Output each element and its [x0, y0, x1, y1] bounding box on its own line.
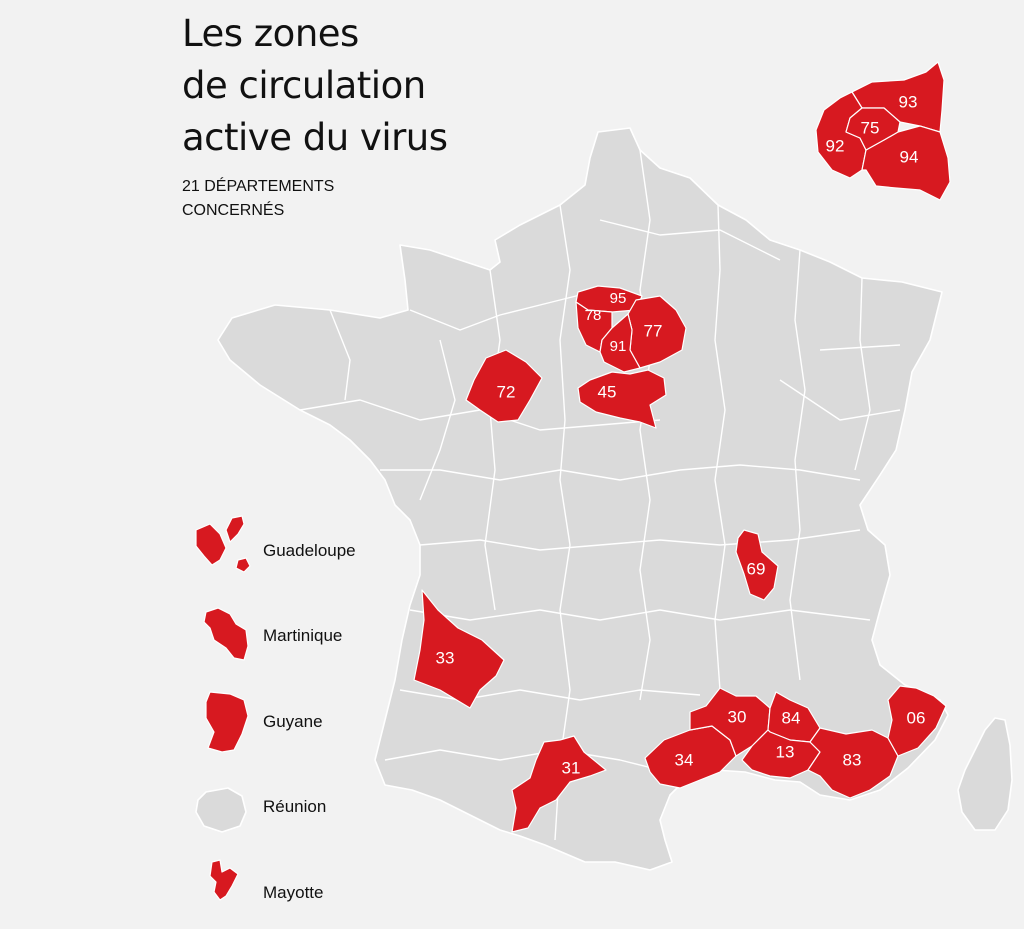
- label-06: 06: [907, 708, 926, 727]
- label-45: 45: [598, 382, 617, 401]
- map-subtitle: 21 DÉPARTEMENTS CONCERNÉS: [182, 175, 334, 223]
- department-06[interactable]: [887, 685, 947, 757]
- department-69[interactable]: [735, 529, 779, 601]
- martinique-shape: [203, 607, 249, 661]
- inset-label-75: 75: [861, 118, 880, 137]
- department-45[interactable]: [577, 369, 667, 429]
- label-91: 91: [610, 338, 627, 355]
- france-mainland: [217, 127, 949, 871]
- label-83: 83: [843, 750, 862, 769]
- guadeloupe-shape: [195, 515, 251, 573]
- department-83[interactable]: [807, 727, 899, 799]
- legend-label-martinique: Martinique: [263, 626, 343, 645]
- label-95: 95: [610, 290, 627, 307]
- paris-inset: 93 75 92 94: [815, 61, 951, 201]
- corsica: [957, 717, 1013, 831]
- label-69: 69: [747, 559, 766, 578]
- reunion-shape: [195, 787, 247, 833]
- label-13: 13: [776, 742, 795, 761]
- label-84: 84: [782, 708, 801, 727]
- label-72: 72: [497, 382, 516, 401]
- legend-label-mayotte: Mayotte: [263, 883, 324, 902]
- affected-departments: [413, 285, 947, 833]
- label-77: 77: [644, 321, 663, 340]
- map-title: Les zones de circulation active du virus: [182, 8, 448, 164]
- guyane-shape: [205, 691, 249, 753]
- inset-department-94[interactable]: [861, 125, 951, 201]
- department-borders: [299, 149, 901, 841]
- label-31: 31: [562, 758, 581, 777]
- inset-label-92: 92: [826, 136, 845, 155]
- legend-label-guadeloupe: Guadeloupe: [263, 541, 356, 560]
- title-line-1: Les zones: [182, 12, 359, 55]
- inset-label-94: 94: [900, 147, 919, 166]
- subtitle-line-2: CONCERNÉS: [182, 202, 285, 219]
- legend-label-guyane: Guyane: [263, 712, 323, 731]
- title-line-3: active du virus: [182, 116, 448, 159]
- department-72[interactable]: [465, 349, 543, 423]
- label-33: 33: [436, 648, 455, 667]
- department-33[interactable]: [413, 589, 505, 709]
- department-labels: 95 78 77 91 72 45 69 33 31 34 30 84 13 8…: [436, 290, 926, 778]
- legend-label-reunion: Réunion: [263, 797, 327, 816]
- mayotte-shape: [209, 859, 239, 901]
- department-31[interactable]: [511, 735, 607, 833]
- label-30: 30: [728, 707, 747, 726]
- label-78: 78: [585, 307, 602, 324]
- label-34: 34: [675, 750, 694, 769]
- inset-department-75[interactable]: [845, 107, 901, 151]
- inset-label-93: 93: [899, 92, 918, 111]
- department-91[interactable]: [599, 313, 641, 373]
- subtitle-line-1: 21 DÉPARTEMENTS: [182, 178, 335, 195]
- title-line-2: de circulation: [182, 64, 426, 107]
- legend-icons: [195, 515, 251, 901]
